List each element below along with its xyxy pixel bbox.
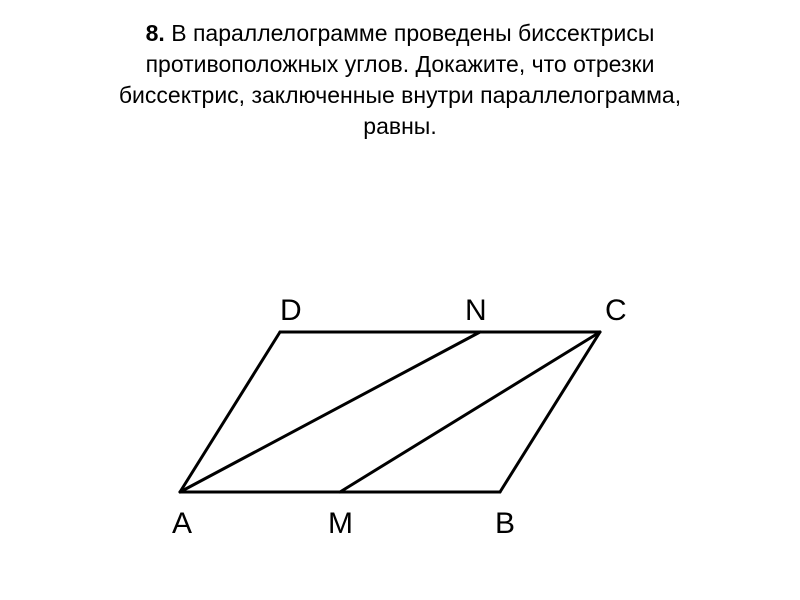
problem-line-1: В параллелограмме проведены биссектрисы (171, 20, 654, 46)
edge-B-C (500, 332, 600, 492)
parallelogram-svg (0, 152, 800, 572)
edge-M-C (340, 332, 600, 492)
edge-D-A (180, 332, 280, 492)
edges-group (180, 332, 600, 492)
problem-number: 8. (146, 20, 165, 46)
problem-line-4: равны. (363, 113, 436, 139)
edge-A-N (180, 332, 480, 492)
vertex-label-C: C (605, 294, 627, 328)
geometry-diagram: A B C D M N (0, 152, 800, 572)
vertex-label-B: B (495, 507, 515, 541)
problem-line-2: противоположных углов. Докажите, что отр… (146, 51, 655, 77)
vertex-label-M: M (328, 507, 353, 541)
vertex-label-N: N (465, 294, 487, 328)
vertex-label-A: A (172, 507, 192, 541)
vertex-label-D: D (280, 294, 302, 328)
problem-line-3: биссектрис, заключенные внутри параллело… (119, 82, 681, 108)
problem-statement: 8. В параллелограмме проведены биссектри… (0, 0, 800, 152)
